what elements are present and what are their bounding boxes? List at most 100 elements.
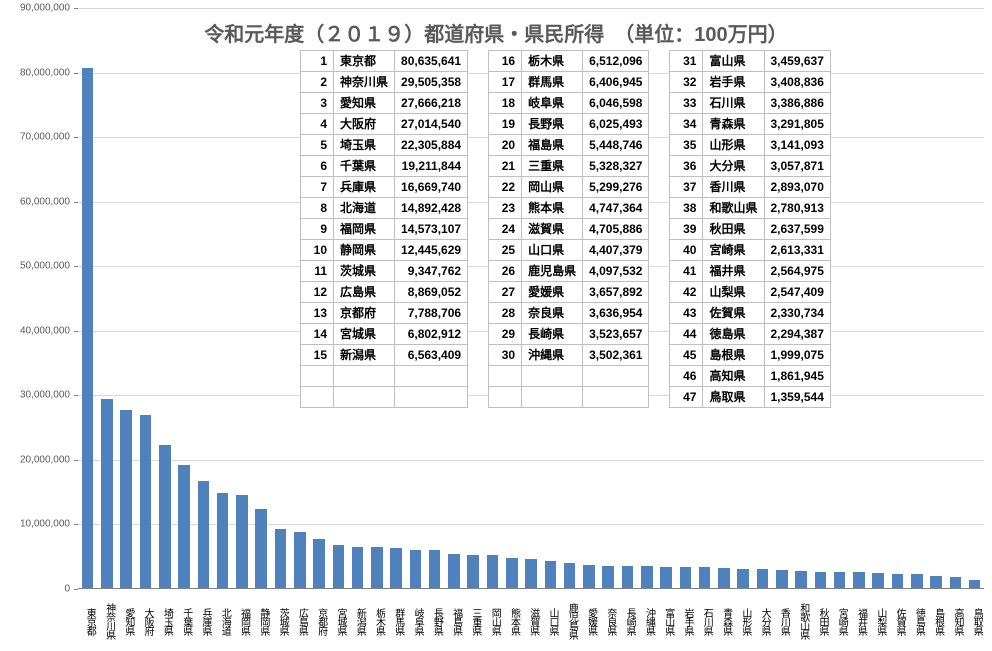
value-cell: 2,564,975 bbox=[764, 261, 830, 282]
bar-slot bbox=[252, 8, 271, 589]
rank-cell: 31 bbox=[670, 51, 703, 72]
empty-cell bbox=[395, 366, 468, 387]
value-cell: 27,666,218 bbox=[395, 93, 468, 114]
rank-cell: 26 bbox=[489, 261, 522, 282]
y-tick-label: 10,000,000 bbox=[20, 519, 70, 530]
y-axis: 010,000,00020,000,00030,000,00040,000,00… bbox=[0, 0, 74, 651]
bar bbox=[892, 574, 904, 589]
rank-cell: 46 bbox=[670, 366, 703, 387]
rank-cell: 4 bbox=[301, 114, 334, 135]
x-label: 青森県 bbox=[714, 591, 733, 649]
name-cell: 大分県 bbox=[703, 156, 764, 177]
bar bbox=[911, 574, 923, 589]
rank-cell: 2 bbox=[301, 72, 334, 93]
empty-cell bbox=[334, 366, 395, 387]
rank-cell: 24 bbox=[489, 219, 522, 240]
name-cell: 沖縄県 bbox=[522, 345, 583, 366]
bar bbox=[217, 493, 229, 589]
y-tick-label: 50,000,000 bbox=[20, 261, 70, 272]
rank-cell: 17 bbox=[489, 72, 522, 93]
x-label: 長野県 bbox=[425, 591, 444, 649]
bar bbox=[467, 555, 479, 589]
bar bbox=[506, 558, 518, 589]
name-cell: 三重県 bbox=[522, 156, 583, 177]
rank-cell: 34 bbox=[670, 114, 703, 135]
x-label: 山口県 bbox=[541, 591, 560, 649]
bar bbox=[101, 399, 113, 589]
value-cell: 1,861,945 bbox=[764, 366, 830, 387]
y-tick-label: 40,000,000 bbox=[20, 325, 70, 336]
name-cell: 栃木県 bbox=[522, 51, 583, 72]
bar bbox=[178, 465, 190, 589]
value-cell: 3,291,805 bbox=[764, 114, 830, 135]
x-label: 鹿児島県 bbox=[560, 591, 579, 649]
value-cell: 1,999,075 bbox=[764, 345, 830, 366]
value-cell: 2,613,331 bbox=[764, 240, 830, 261]
data-table: 1東京都80,635,6412神奈川県29,505,3583愛知県27,666,… bbox=[300, 50, 831, 408]
name-cell: 広島県 bbox=[334, 282, 395, 303]
empty-cell bbox=[301, 366, 334, 387]
name-cell: 高知県 bbox=[703, 366, 764, 387]
rank-cell: 7 bbox=[301, 177, 334, 198]
bar-slot bbox=[155, 8, 174, 589]
empty-cell bbox=[522, 387, 583, 408]
rank-cell: 14 bbox=[301, 324, 334, 345]
value-cell: 3,657,892 bbox=[583, 282, 649, 303]
y-tick-label: 60,000,000 bbox=[20, 196, 70, 207]
value-cell: 6,802,912 bbox=[395, 324, 468, 345]
bar bbox=[236, 495, 248, 589]
value-cell: 8,869,052 bbox=[395, 282, 468, 303]
bar-slot bbox=[869, 8, 888, 589]
bar bbox=[602, 566, 614, 589]
rank-cell: 6 bbox=[301, 156, 334, 177]
x-label: 熊本県 bbox=[502, 591, 521, 649]
name-cell: 愛知県 bbox=[334, 93, 395, 114]
rank-cell: 38 bbox=[670, 198, 703, 219]
y-tick-label: 0 bbox=[64, 584, 70, 595]
bar-slot bbox=[965, 8, 984, 589]
x-label: 京都府 bbox=[309, 591, 328, 649]
value-cell: 2,780,913 bbox=[764, 198, 830, 219]
value-cell: 3,386,886 bbox=[764, 93, 830, 114]
bar bbox=[583, 565, 595, 589]
x-label: 宮崎県 bbox=[830, 591, 849, 649]
bar bbox=[448, 554, 460, 589]
value-cell: 3,141,093 bbox=[764, 135, 830, 156]
value-cell: 4,705,886 bbox=[583, 219, 649, 240]
x-label: 鳥取県 bbox=[965, 591, 984, 649]
x-label: 佐賀県 bbox=[888, 591, 907, 649]
y-tick-label: 20,000,000 bbox=[20, 454, 70, 465]
x-label: 徳島県 bbox=[907, 591, 926, 649]
x-label: 大阪府 bbox=[136, 591, 155, 649]
value-cell: 7,788,706 bbox=[395, 303, 468, 324]
value-cell: 14,573,107 bbox=[395, 219, 468, 240]
name-cell: 静岡県 bbox=[334, 240, 395, 261]
name-cell: 千葉県 bbox=[334, 156, 395, 177]
value-cell: 4,407,379 bbox=[583, 240, 649, 261]
bar bbox=[333, 545, 345, 589]
bar bbox=[352, 547, 364, 589]
empty-cell bbox=[522, 366, 583, 387]
rank-cell: 29 bbox=[489, 324, 522, 345]
x-label: 富山県 bbox=[656, 591, 675, 649]
bar-slot bbox=[830, 8, 849, 589]
x-axis-labels: 東京都神奈川県愛知県大阪府埼玉県千葉県兵庫県北海道福岡県静岡県茨城県広島県京都府… bbox=[78, 591, 984, 649]
bar bbox=[699, 567, 711, 589]
bar bbox=[159, 445, 171, 589]
name-cell: 秋田県 bbox=[703, 219, 764, 240]
empty-cell bbox=[583, 366, 649, 387]
bar bbox=[487, 555, 499, 589]
value-cell: 5,328,327 bbox=[583, 156, 649, 177]
rank-cell: 16 bbox=[489, 51, 522, 72]
x-label: 兵庫県 bbox=[194, 591, 213, 649]
x-label: 北海道 bbox=[213, 591, 232, 649]
name-cell: 長野県 bbox=[522, 114, 583, 135]
x-label: 愛媛県 bbox=[579, 591, 598, 649]
bar bbox=[737, 569, 749, 589]
value-cell: 6,025,493 bbox=[583, 114, 649, 135]
bar bbox=[834, 572, 846, 589]
name-cell: 佐賀県 bbox=[703, 303, 764, 324]
rank-cell: 45 bbox=[670, 345, 703, 366]
rank-cell: 36 bbox=[670, 156, 703, 177]
value-cell: 6,563,409 bbox=[395, 345, 468, 366]
